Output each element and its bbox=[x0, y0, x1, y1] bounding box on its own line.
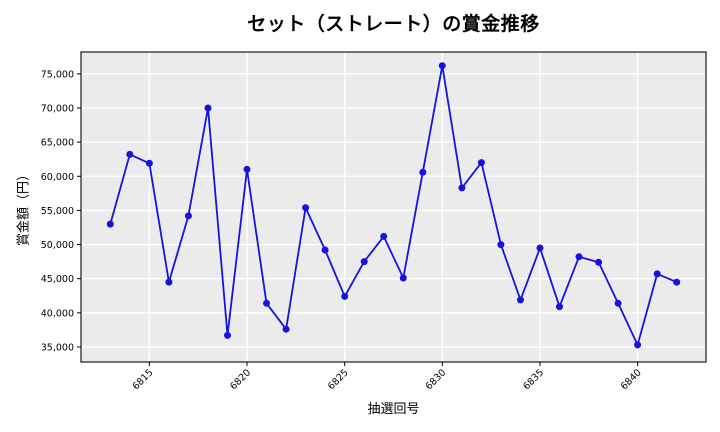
data-point-marker bbox=[458, 184, 466, 192]
data-point-marker bbox=[243, 165, 251, 173]
y-tick-label: 75,000 bbox=[41, 69, 74, 80]
data-point-marker bbox=[302, 204, 310, 212]
y-tick-label: 70,000 bbox=[41, 103, 74, 114]
data-point-marker bbox=[106, 220, 114, 228]
data-point-marker bbox=[263, 299, 270, 307]
y-tick-label: 65,000 bbox=[41, 138, 74, 149]
x-tick-label: 6815 bbox=[131, 367, 156, 392]
data-point-marker bbox=[634, 341, 642, 349]
y-tick-label: 40,000 bbox=[41, 308, 74, 319]
data-point-marker bbox=[575, 253, 583, 261]
y-tick-label: 50,000 bbox=[41, 240, 74, 251]
data-point-marker bbox=[165, 278, 173, 286]
data-point-marker bbox=[399, 274, 407, 282]
data-point-marker bbox=[321, 246, 329, 254]
data-point-marker bbox=[536, 244, 544, 252]
data-point-marker bbox=[380, 232, 388, 240]
y-tick-label: 45,000 bbox=[41, 274, 74, 285]
y-tick-label: 60,000 bbox=[41, 172, 74, 183]
data-point-marker bbox=[673, 278, 681, 286]
y-tick-label: 55,000 bbox=[41, 206, 74, 217]
data-point-marker bbox=[438, 62, 446, 70]
data-point-marker bbox=[556, 303, 563, 311]
data-point-marker bbox=[595, 258, 603, 266]
data-point-marker bbox=[653, 270, 661, 278]
data-point-marker bbox=[614, 299, 622, 307]
x-tick-label: 6825 bbox=[326, 367, 351, 392]
y-tick-label: 35,000 bbox=[41, 342, 74, 353]
data-point-marker bbox=[419, 168, 427, 176]
x-tick-label: 6830 bbox=[424, 367, 449, 392]
data-point-marker bbox=[126, 150, 134, 158]
data-point-marker bbox=[360, 258, 368, 266]
data-point-marker bbox=[517, 296, 524, 304]
plot-frame bbox=[80, 51, 707, 363]
data-point-marker bbox=[341, 292, 349, 300]
x-tick-label: 6840 bbox=[619, 367, 644, 392]
data-point-marker bbox=[204, 104, 212, 112]
data-point-marker bbox=[145, 159, 153, 167]
data-point-marker bbox=[282, 325, 290, 333]
data-point-marker bbox=[224, 331, 231, 339]
x-axis-label: 抽選回号 bbox=[367, 402, 420, 417]
y-axis-label: 賞金額（円） bbox=[16, 167, 32, 247]
chart-title: セット（ストレート）の賞金推移 bbox=[247, 13, 540, 35]
x-tick-label: 6820 bbox=[228, 367, 253, 392]
data-point-marker bbox=[184, 212, 192, 220]
data-point-marker bbox=[477, 159, 485, 167]
plot-area bbox=[81, 52, 706, 362]
data-point-marker bbox=[497, 241, 505, 249]
x-tick-label: 6835 bbox=[521, 367, 546, 392]
